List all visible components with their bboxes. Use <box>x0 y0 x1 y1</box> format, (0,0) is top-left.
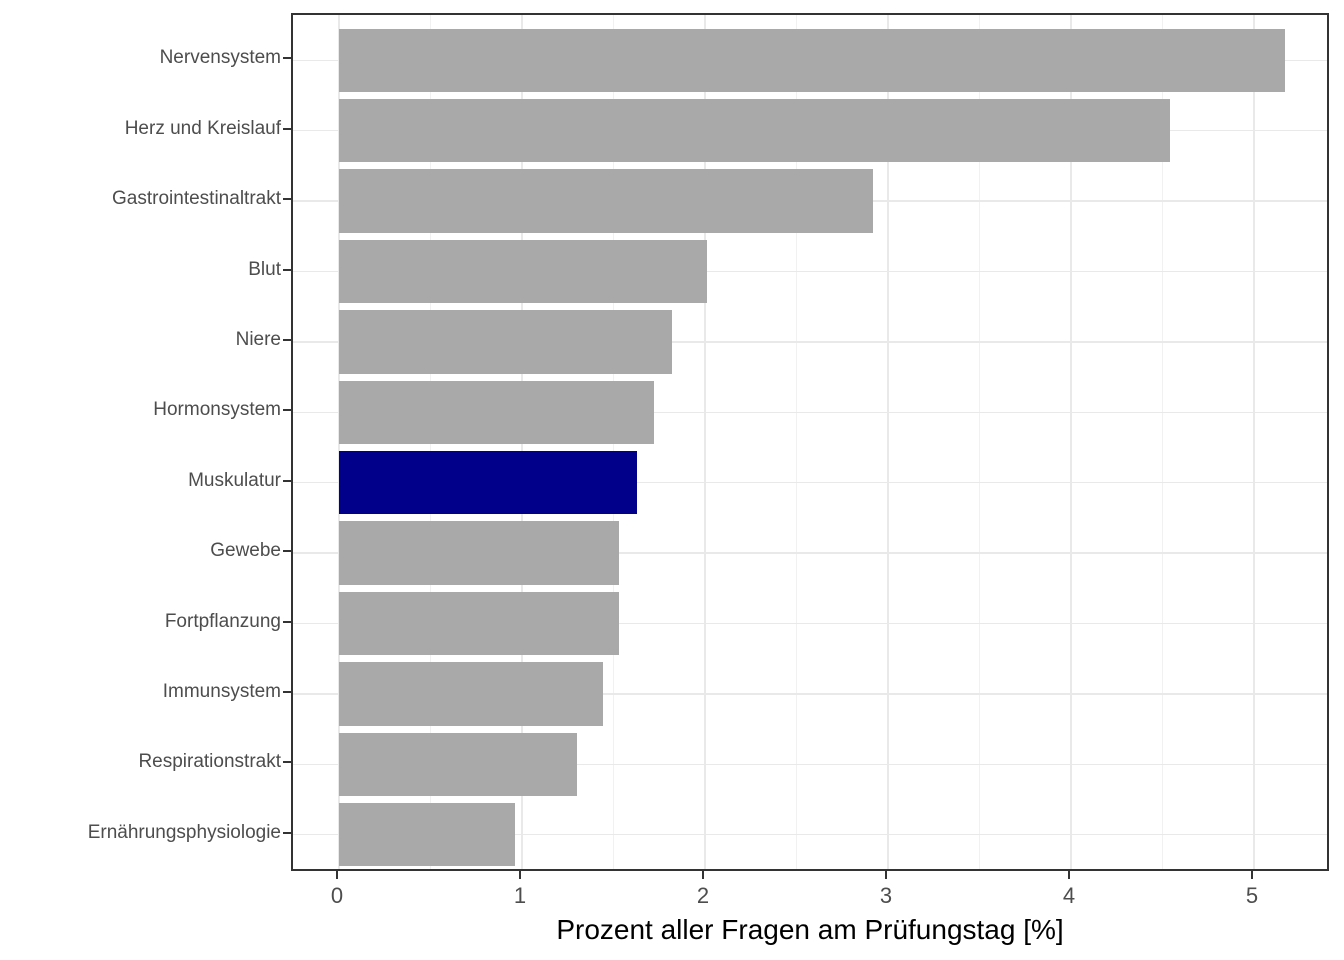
bar-hormonsystem <box>339 380 654 444</box>
y-tick-label-respirationstrakt: Respirationstrakt <box>138 751 281 773</box>
gridline-major-x-5 <box>1253 15 1255 869</box>
gridline-minor-x-4.5 <box>1162 15 1163 869</box>
gridline-minor-x-2.5 <box>796 15 797 869</box>
bar-gastrointestinaltrakt <box>339 169 874 233</box>
y-tick-mark-nervensystem <box>283 57 291 60</box>
gridline-major-y-immunsystem <box>293 693 1327 695</box>
x-axis-title: Prozent aller Fragen am Prüfungstag [%] <box>556 914 1064 945</box>
x-tick-mark-4 <box>1068 871 1070 879</box>
bar-blut <box>339 239 707 304</box>
x-tick-label-1: 1 <box>513 883 527 908</box>
y-tick-label-muskulatur: Muskulatur <box>188 469 281 491</box>
y-tick-label-blut: Blut <box>248 258 281 280</box>
gridline-major-y-ernaehrungsphysiologie <box>293 833 1327 836</box>
gridline-major-y-gewebe <box>293 552 1327 554</box>
gridline-major-y-respirationstrakt <box>293 763 1327 766</box>
x-tick-mark-3 <box>885 871 887 879</box>
bar-niere <box>339 310 673 374</box>
bar-immunsystem <box>339 662 603 726</box>
gridline-minor-x-3.5 <box>979 15 980 869</box>
bar-gewebe <box>339 521 619 585</box>
y-tick-mark-ernaehrungsphysiologie <box>283 831 291 834</box>
y-tick-label-gastrointestinaltrakt: Gastrointestinaltrakt <box>112 188 281 210</box>
gridline-major-x-3 <box>887 15 889 869</box>
gridline-major-y-fortpflanzung <box>293 622 1327 625</box>
y-tick-label-immunsystem: Immunsystem <box>162 680 281 702</box>
gridline-major-y-hormonsystem <box>293 411 1327 414</box>
gridline-major-x-4 <box>1070 15 1072 869</box>
y-tick-mark-gastrointestinaltrakt <box>283 198 291 201</box>
bar-fortpflanzung <box>339 591 619 656</box>
x-tick-mark-2 <box>702 871 704 879</box>
y-tick-mark-herz-und-kreislauf <box>283 127 291 130</box>
y-tick-mark-respirationstrakt <box>283 761 291 764</box>
y-tick-mark-muskulatur <box>283 479 291 482</box>
x-tick-label-0: 0 <box>330 883 344 908</box>
gridline-major-y-muskulatur <box>293 481 1327 484</box>
x-tick-label-2: 2 <box>696 883 710 908</box>
y-tick-label-fortpflanzung: Fortpflanzung <box>164 610 281 632</box>
y-tick-mark-niere <box>283 338 291 341</box>
bar-herz-und-kreislauf <box>339 99 1170 163</box>
y-tick-mark-hormonsystem <box>283 409 291 412</box>
y-tick-label-niere: Niere <box>235 328 281 350</box>
gridline-major-x-2 <box>704 15 706 869</box>
x-tick-mark-0 <box>336 871 338 879</box>
x-tick-mark-5 <box>1251 871 1253 879</box>
y-tick-label-herz-und-kreislauf: Herz und Kreislauf <box>124 117 281 139</box>
bar-respirationstrakt <box>339 732 577 796</box>
y-tick-label-nervensystem: Nervensystem <box>159 47 281 69</box>
bar-ernaehrungsphysiologie <box>339 803 515 867</box>
gridline-major-y-blut <box>293 270 1327 273</box>
y-tick-mark-immunsystem <box>283 690 291 693</box>
y-tick-mark-fortpflanzung <box>283 620 291 623</box>
y-tick-label-ernaehrungsphysiologie: Ernährungsphysiologie <box>87 821 281 843</box>
bar-muskulatur <box>339 451 638 515</box>
x-tick-label-5: 5 <box>1245 883 1259 908</box>
x-tick-label-3: 3 <box>879 883 893 908</box>
x-tick-mark-1 <box>519 871 521 879</box>
gridline-major-y-niere <box>293 341 1327 343</box>
y-tick-label-gewebe: Gewebe <box>210 540 281 562</box>
plot-panel <box>291 13 1329 871</box>
y-tick-label-hormonsystem: Hormonsystem <box>153 399 281 421</box>
y-tick-mark-blut <box>283 268 291 271</box>
y-tick-mark-gewebe <box>283 550 291 553</box>
x-tick-label-4: 4 <box>1062 883 1076 908</box>
bar-nervensystem <box>339 28 1286 92</box>
